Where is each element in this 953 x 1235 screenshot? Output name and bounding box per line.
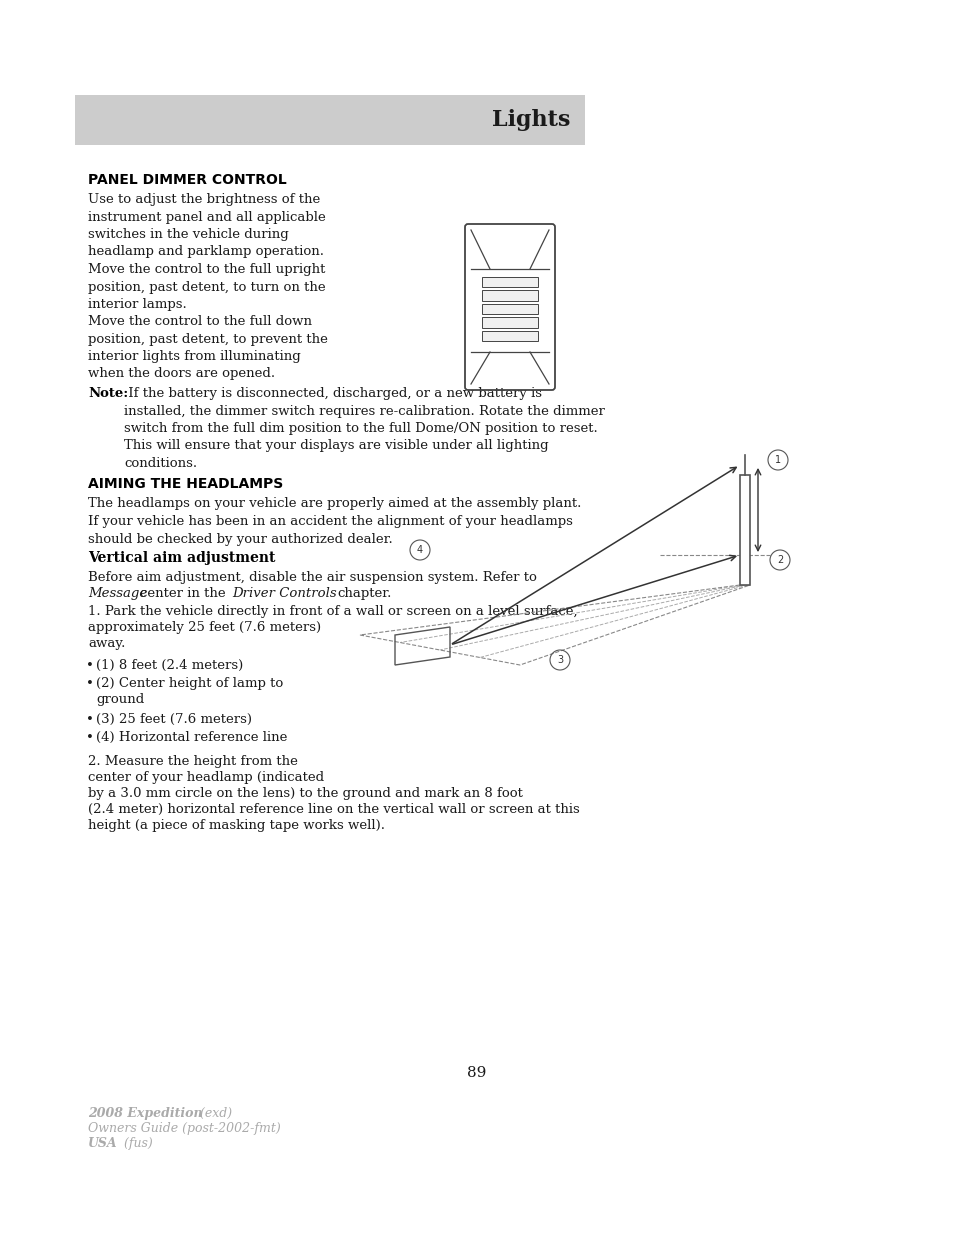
Text: (2) Center height of lamp to: (2) Center height of lamp to xyxy=(96,677,283,690)
Text: 2008 Expedition: 2008 Expedition xyxy=(88,1107,202,1120)
Text: by a 3.0 mm circle on the lens) to the ground and mark an 8 foot: by a 3.0 mm circle on the lens) to the g… xyxy=(88,787,522,800)
Bar xyxy=(481,304,537,314)
Text: 4: 4 xyxy=(416,545,422,555)
Text: The headlamps on your vehicle are properly aimed at the assembly plant.: The headlamps on your vehicle are proper… xyxy=(88,496,580,510)
Text: (2.4 meter) horizontal reference line on the vertical wall or screen at this: (2.4 meter) horizontal reference line on… xyxy=(88,803,579,816)
Text: 89: 89 xyxy=(467,1066,486,1079)
Text: •: • xyxy=(86,677,93,690)
Text: Note:: Note: xyxy=(88,387,128,400)
Text: 2: 2 xyxy=(776,555,782,564)
Text: •: • xyxy=(86,659,93,672)
Text: •: • xyxy=(86,731,93,743)
Text: ground: ground xyxy=(96,693,144,706)
Text: height (a piece of masking tape works well).: height (a piece of masking tape works we… xyxy=(88,819,385,832)
Bar xyxy=(481,290,537,301)
Text: Move the control to the full upright
position, past detent, to turn on the
inter: Move the control to the full upright pos… xyxy=(88,263,325,311)
Text: center of your headlamp (indicated: center of your headlamp (indicated xyxy=(88,771,324,784)
Text: (3) 25 feet (7.6 meters): (3) 25 feet (7.6 meters) xyxy=(96,713,252,726)
Text: Driver Controls: Driver Controls xyxy=(232,587,336,600)
Text: chapter.: chapter. xyxy=(336,587,391,600)
Text: 3: 3 xyxy=(557,655,562,664)
Text: 1. Park the vehicle directly in front of a wall or screen on a level surface,: 1. Park the vehicle directly in front of… xyxy=(88,605,577,618)
Text: PANEL DIMMER CONTROL: PANEL DIMMER CONTROL xyxy=(88,173,287,186)
Text: AIMING THE HEADLAMPS: AIMING THE HEADLAMPS xyxy=(88,477,283,492)
Bar xyxy=(481,277,537,288)
Text: Before aim adjustment, disable the air suspension system. Refer to: Before aim adjustment, disable the air s… xyxy=(88,571,537,584)
Text: •: • xyxy=(86,713,93,726)
Text: 1: 1 xyxy=(774,454,781,466)
Text: USA: USA xyxy=(88,1137,117,1150)
Text: away.: away. xyxy=(88,637,125,650)
Bar xyxy=(481,317,537,327)
Text: Vertical aim adjustment: Vertical aim adjustment xyxy=(88,551,275,564)
Text: center in the: center in the xyxy=(140,587,226,600)
Bar xyxy=(740,475,749,585)
Text: (1) 8 feet (2.4 meters): (1) 8 feet (2.4 meters) xyxy=(96,659,243,672)
Text: (exd): (exd) xyxy=(195,1107,232,1120)
Bar xyxy=(481,331,537,341)
Text: (fus): (fus) xyxy=(120,1137,152,1150)
Text: If your vehicle has been in an accident the alignment of your headlamps
should b: If your vehicle has been in an accident … xyxy=(88,515,572,546)
Text: If the battery is disconnected, discharged, or a new battery is
installed, the d: If the battery is disconnected, discharg… xyxy=(124,387,604,471)
Bar xyxy=(75,95,584,144)
Text: Message: Message xyxy=(88,587,147,600)
Text: Owners Guide (post-2002-fmt): Owners Guide (post-2002-fmt) xyxy=(88,1123,280,1135)
Text: approximately 25 feet (7.6 meters): approximately 25 feet (7.6 meters) xyxy=(88,621,321,634)
Text: Move the control to the full down
position, past detent, to prevent the
interior: Move the control to the full down positi… xyxy=(88,315,328,380)
Text: 2. Measure the height from the: 2. Measure the height from the xyxy=(88,755,297,768)
Text: Use to adjust the brightness of the
instrument panel and all applicable
switches: Use to adjust the brightness of the inst… xyxy=(88,193,325,258)
Text: (4) Horizontal reference line: (4) Horizontal reference line xyxy=(96,731,287,743)
Text: Lights: Lights xyxy=(491,109,569,131)
